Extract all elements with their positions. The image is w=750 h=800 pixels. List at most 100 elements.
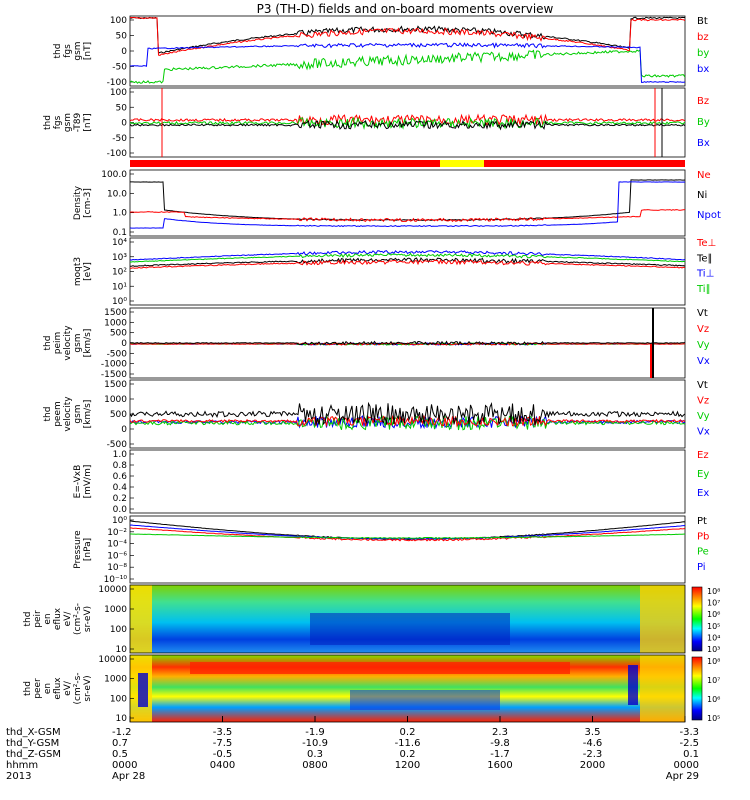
y-tick-label: -50	[112, 134, 127, 144]
footer-value: 0800	[302, 760, 327, 771]
trace-dbz	[130, 113, 685, 127]
footer-value: 1200	[395, 760, 420, 771]
status-bar	[130, 160, 685, 167]
y-axis-label: gsm	[73, 333, 83, 352]
footer-value: Apr 29	[666, 771, 699, 782]
figure-title: P3 (TH-D) fields and on-board moments ov…	[257, 2, 554, 16]
colorbar-peer: 10⁸ 10⁷ 10⁶ 10⁵	[691, 656, 720, 723]
trace-pb	[130, 527, 685, 542]
y-tick-label: 1000	[104, 318, 127, 328]
y-axis-label: Pressure	[73, 530, 83, 569]
y-tick-label: 100	[110, 16, 127, 26]
y-axis-label: peir	[33, 610, 43, 628]
trace-peim-vt	[130, 340, 685, 346]
y-axis-label: thd	[53, 44, 63, 59]
y-axis-label: sr-eV)	[83, 675, 93, 701]
y-axis-label: [mV/m]	[83, 465, 93, 499]
panel-pressure: 10⁰ 10⁻² 10⁻⁴10⁻⁶ 10⁻⁸ 10⁻¹⁰ Pressure [nPa] Pt P…	[73, 515, 709, 585]
trace-bx	[130, 42, 685, 83]
y-tick-label: 0.0	[113, 505, 128, 515]
panel-frame	[129, 169, 686, 237]
footer-value: 0400	[210, 760, 235, 771]
y-axis-label: eV/	[63, 611, 73, 627]
footer-value: -1.7	[490, 749, 510, 760]
legend-entry: By	[697, 117, 710, 128]
trace-pe	[130, 533, 685, 540]
y-axis-label: eflux	[53, 677, 63, 700]
y-axis-label: thd	[43, 115, 53, 130]
colorbar-tick-label: 10³	[707, 645, 720, 654]
y-tick-label: 1000	[104, 395, 127, 405]
colorbar-tick-label: 10⁴	[707, 633, 720, 642]
y-axis-label: velocity	[63, 325, 73, 361]
y-axis-label: thd	[23, 681, 33, 696]
legend-entry: Te⊥	[696, 238, 716, 249]
legend-entry: Vt	[697, 308, 708, 319]
panel-frame	[129, 87, 686, 158]
trace-teperp	[130, 259, 685, 269]
trace-dbt	[130, 119, 685, 131]
y-tick-label: 10²	[112, 268, 127, 278]
y-axis-label: (cm²-s-	[73, 603, 83, 635]
legend-entry: Ex	[697, 488, 709, 499]
legend-entry: Te∥	[696, 253, 713, 264]
y-tick-label: -1000	[101, 360, 127, 370]
y-axis-label: sr-eV)	[83, 606, 93, 632]
colorbar-tick-label: 10⁸	[707, 587, 720, 596]
spectrogram-band	[350, 690, 500, 710]
colorbar-peir: 10⁸ 10⁷ 10⁶ 10⁵ 10⁴ 10³	[691, 586, 720, 654]
y-axis-label: eV/	[63, 680, 73, 696]
footer-value: -10.9	[302, 738, 328, 749]
y-tick-label: 0.1	[113, 228, 127, 238]
footer-value: -11.6	[395, 738, 421, 749]
legend-entry: Vy	[697, 340, 710, 351]
y-tick-label: -500	[107, 349, 128, 359]
footer-value: 0.1	[683, 749, 699, 760]
colorbar-tick-label: 10⁷	[707, 676, 720, 685]
footer-value: -2.3	[583, 749, 603, 760]
y-tick-label: 50	[116, 32, 128, 42]
y-axis-label: peem	[53, 401, 63, 427]
footer-value: -0.5	[213, 749, 233, 760]
trace-peim-vz	[130, 342, 685, 346]
spectrogram-edge-left	[130, 585, 152, 653]
legend-entry: Vz	[697, 396, 709, 407]
y-axis-label: thd	[43, 336, 53, 351]
y-axis-label: E=-VxB	[73, 465, 83, 499]
legend-entry: Vt	[697, 380, 708, 391]
footer-value: -1.9	[305, 727, 325, 738]
y-axis-label: [nPa]	[83, 538, 93, 561]
y-tick-label: 500	[110, 329, 127, 339]
colorbar-tick-label: 10⁷	[707, 599, 720, 608]
y-tick-label: 10.0	[107, 189, 127, 199]
footer-row-label: thd_Z-GSM	[6, 749, 61, 760]
y-tick-label: 0	[121, 339, 127, 349]
y-tick-label: 0.8	[113, 461, 128, 471]
legend-entry: Vx	[697, 427, 710, 438]
y-axis-label: thd	[23, 612, 33, 627]
trace-ne	[130, 209, 685, 223]
footer-value: 0.3	[307, 749, 323, 760]
y-tick-label: 100.0	[101, 170, 127, 180]
footer-value: -9.8	[490, 738, 510, 749]
y-axis-label: Density	[73, 185, 83, 220]
footer-value: 2000	[580, 760, 605, 771]
y-tick-label: 500	[110, 410, 127, 420]
trace-bz	[130, 16, 685, 56]
footer-row-label: thd_Y-GSM	[6, 738, 59, 749]
legend-entry: Ez	[697, 450, 709, 461]
panel-efield: 1.00.80.60.40.20.0 E=-VxB [mV/m] Ez Ey Ex	[73, 449, 709, 515]
panel-peem: 1500 1000 500 0 -500 thd peem velocity gsm [km/s]…	[43, 379, 710, 450]
y-tick-label: 0.2	[113, 494, 127, 504]
y-tick-label: 10000	[98, 655, 127, 665]
legend-entry: Pe	[697, 547, 709, 558]
legend-entry: Npot	[697, 210, 721, 221]
legend-entry: Ni	[697, 190, 707, 201]
legend-entry: Ti∥	[696, 284, 711, 295]
y-tick-label: 10000	[98, 585, 127, 595]
footer-value: -2.5	[679, 738, 699, 749]
legend-entry: Pb	[697, 531, 709, 542]
colorbar-tick-label: 10⁶	[707, 610, 720, 619]
